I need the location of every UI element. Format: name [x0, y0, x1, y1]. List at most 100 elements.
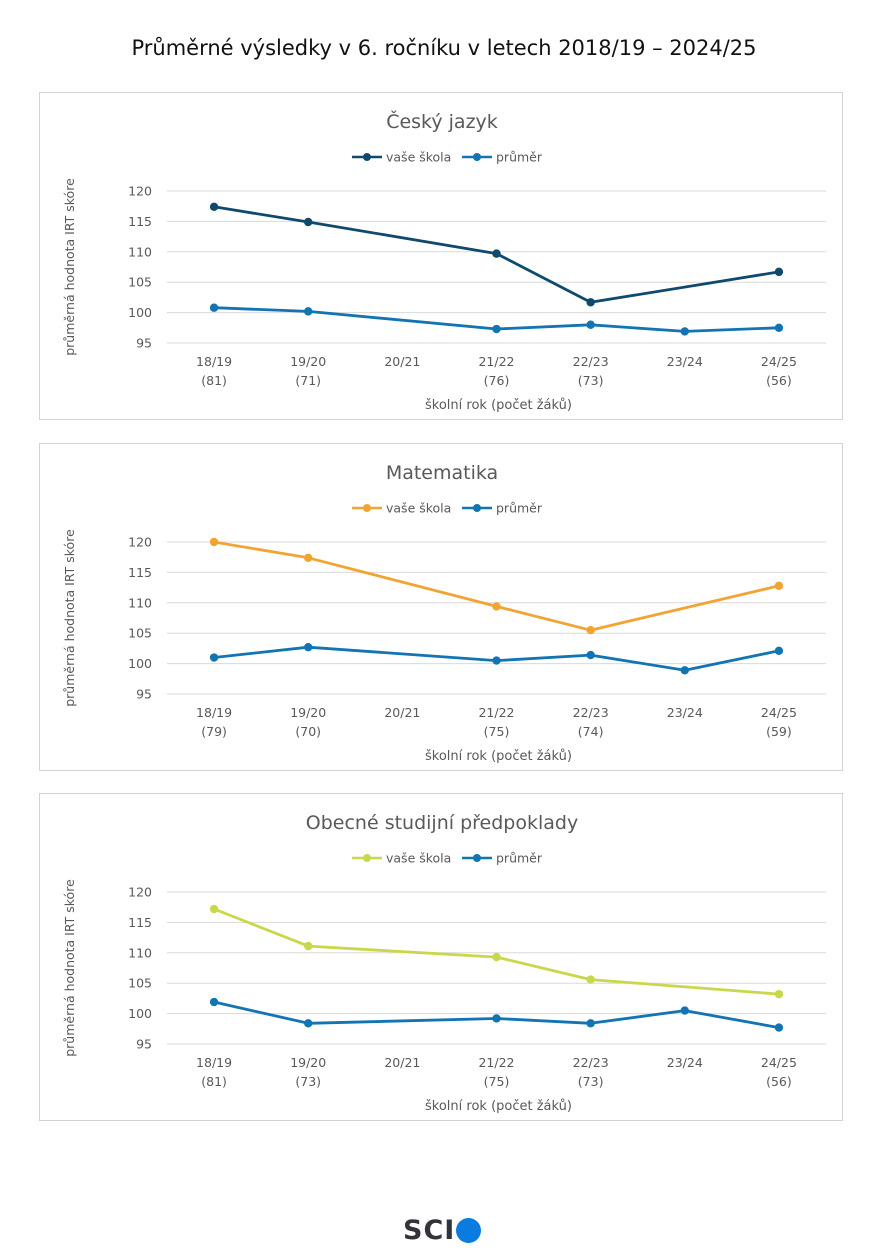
page-title: Průměrné výsledky v 6. ročníku v letech … [131, 36, 757, 60]
x-tick-label: 21/22 [478, 1055, 514, 1070]
data-point [680, 1006, 689, 1015]
y-tick-label: 115 [128, 214, 152, 229]
legend-label: vaše škola [386, 150, 451, 165]
legend-item: průměr [462, 851, 543, 866]
x-tick-label: 23/24 [667, 354, 703, 369]
legend-marker [363, 153, 371, 161]
data-point [492, 952, 501, 962]
x-tick-label: 20/21 [384, 705, 420, 720]
legend-item: vaše škola [352, 150, 451, 165]
data-point [774, 646, 784, 656]
x-tick-label: 20/21 [384, 1055, 420, 1070]
data-point [586, 975, 595, 984]
legend-marker [363, 854, 371, 862]
x-tick-label: 18/19 [196, 1055, 232, 1070]
legend-marker [473, 153, 481, 161]
series-line-vase-skola [213, 907, 780, 996]
data-point [492, 1014, 501, 1023]
data-point [209, 202, 219, 212]
x-tick-count: (76) [484, 373, 510, 388]
y-tick-label: 95 [136, 1037, 152, 1052]
data-point [304, 642, 313, 652]
data-point [304, 217, 313, 227]
series-line-prumer [214, 306, 779, 333]
x-tick-label: 24/25 [761, 705, 797, 720]
y-axis-label: průměrná hodnota IRT skóre [62, 178, 77, 356]
y-axis-label: průměrná hodnota IRT skóre [62, 529, 77, 707]
data-point [209, 997, 219, 1007]
x-tick-label: 20/21 [384, 354, 420, 369]
y-tick-label: 100 [128, 305, 152, 320]
legend-label: průměr [496, 150, 543, 165]
y-tick-label: 120 [128, 184, 152, 199]
data-point [209, 537, 219, 547]
data-point [586, 625, 595, 635]
chart-title: Matematika [386, 462, 498, 484]
logo-text: SCI [403, 1214, 456, 1246]
x-tick-label: 19/20 [290, 705, 326, 720]
x-tick-label: 22/23 [573, 705, 609, 720]
x-tick-label: 21/22 [478, 705, 514, 720]
x-tick-count: (79) [201, 724, 227, 739]
data-point [586, 1019, 595, 1028]
chart-panel-osp: Obecné studijní předpoklady vaše škola prů… [39, 793, 843, 1121]
x-tick-count: (81) [201, 1074, 227, 1089]
y-tick-label: 110 [128, 244, 152, 259]
data-point [680, 327, 689, 336]
x-tick-count: (73) [578, 373, 604, 388]
x-tick-count: (73) [578, 1074, 604, 1089]
x-axis-label: školní rok (počet žáků) [425, 398, 572, 413]
legend-item: průměr [462, 150, 543, 165]
legend-label: vaše škola [386, 851, 451, 866]
legend-item: vaše škola [352, 501, 451, 516]
x-tick-count: (56) [766, 1074, 792, 1089]
x-tick-count: (75) [484, 1074, 510, 1089]
y-tick-label: 95 [136, 336, 152, 351]
scio-logo: SCI [403, 1213, 482, 1247]
x-tick-label: 24/25 [761, 1055, 797, 1070]
x-tick-count: (70) [295, 724, 321, 739]
x-tick-label: 18/19 [196, 354, 232, 369]
data-point [304, 307, 313, 316]
legend-item: vaše škola [352, 851, 451, 866]
data-point [774, 1023, 784, 1032]
y-tick-label: 105 [128, 626, 152, 641]
y-tick-label: 105 [128, 976, 152, 991]
y-tick-label: 95 [136, 687, 152, 702]
x-tick-count: (59) [766, 724, 792, 739]
series-line-prumer [213, 1000, 780, 1029]
legend-marker [473, 854, 481, 862]
series-line-vase-skola [213, 540, 780, 632]
x-tick-label: 18/19 [196, 705, 232, 720]
data-point [492, 656, 501, 665]
chart-title: Český jazyk [386, 109, 498, 133]
x-tick-count: (71) [295, 373, 321, 388]
x-tick-label: 22/23 [573, 354, 609, 369]
legend-marker [363, 504, 371, 512]
data-point [586, 320, 595, 329]
legend-item: průměr [462, 501, 543, 516]
data-point [492, 249, 501, 258]
data-point [774, 323, 784, 332]
y-tick-label: 110 [128, 595, 152, 610]
x-tick-count: (73) [295, 1074, 321, 1089]
y-tick-label: 120 [128, 885, 152, 900]
chart-svg: Obecné studijní předpoklady vaše škola prů… [62, 812, 826, 1114]
data-point [586, 298, 595, 307]
x-tick-label: 24/25 [761, 354, 797, 369]
legend-label: průměr [496, 501, 543, 516]
y-tick-label: 100 [128, 1006, 152, 1021]
x-tick-label: 19/20 [290, 354, 326, 369]
x-tick-count: (81) [201, 373, 227, 388]
x-tick-label: 19/20 [290, 1055, 326, 1070]
legend-label: průměr [496, 851, 543, 866]
data-point [209, 904, 219, 914]
x-tick-count: (74) [578, 724, 604, 739]
chart-svg: Matematika vaše škola průměr 95 100 105 110 115… [62, 462, 826, 764]
data-point [209, 653, 219, 662]
legend-label: vaše škola [386, 501, 451, 516]
x-tick-label: 23/24 [667, 705, 703, 720]
data-point [492, 324, 501, 334]
y-tick-label: 115 [128, 915, 152, 930]
y-tick-label: 120 [128, 535, 152, 550]
